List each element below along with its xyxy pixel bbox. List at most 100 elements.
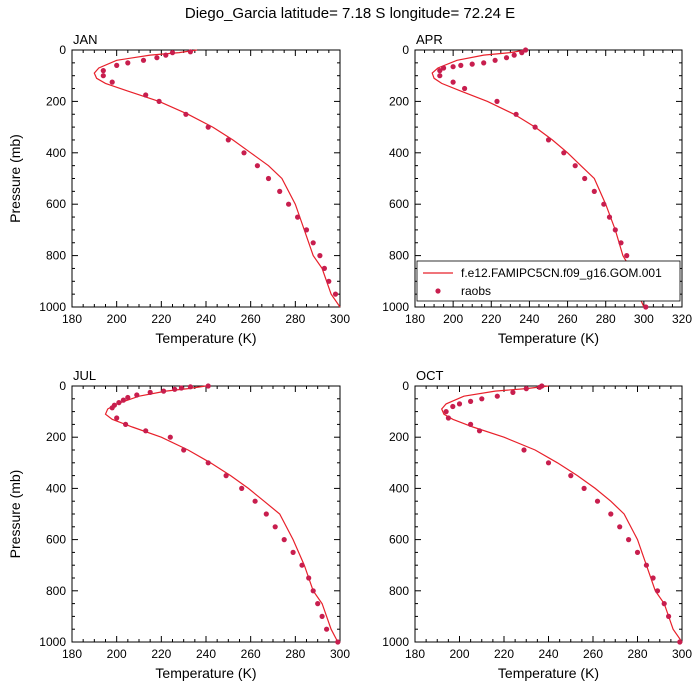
- raobs-point: [161, 388, 167, 394]
- raobs-point: [503, 55, 510, 61]
- raobs-point: [618, 240, 624, 246]
- raobs-point: [143, 92, 149, 98]
- raobs-point: [315, 601, 321, 607]
- legend-model-label: f.e12.FAMIPC5CN.f09_g16.GOM.001: [461, 266, 662, 280]
- raobs-point: [167, 434, 173, 440]
- raobs-point: [650, 575, 656, 581]
- x-tick-label: 280: [285, 312, 305, 326]
- raobs-point: [492, 57, 498, 63]
- raobs-point: [100, 73, 106, 79]
- raobs-point: [612, 227, 618, 233]
- model-line: [104, 385, 339, 643]
- x-tick-label: 180: [405, 647, 425, 661]
- raobs-point: [545, 460, 552, 466]
- raobs-point: [163, 52, 169, 58]
- x-tick-label: 260: [241, 312, 261, 326]
- raobs-point: [441, 65, 447, 71]
- raobs-point: [225, 137, 231, 143]
- raobs-point: [241, 150, 247, 156]
- plot-frame: [71, 49, 341, 308]
- raobs-point: [125, 394, 131, 401]
- x-tick-label: 180: [62, 312, 82, 326]
- raobs-point: [187, 49, 193, 55]
- raobs-point: [450, 403, 456, 410]
- plot-frame: [71, 385, 341, 643]
- panel-apr: 180 200 220 240 260 280 300 320 0 200 400 600 800 100…: [382, 32, 692, 346]
- x-tick-label: 220: [494, 647, 514, 661]
- y-tick-label: 0: [402, 43, 409, 57]
- x-axis-title: Temperature (K): [498, 665, 599, 681]
- raobs-point: [303, 227, 310, 233]
- raobs-point: [469, 61, 475, 67]
- raobs-point: [156, 98, 162, 104]
- raobs-point: [205, 460, 211, 466]
- y-tick-label: 400: [46, 146, 66, 160]
- legend-marker-swatch: [435, 288, 441, 294]
- y-tick-label: 800: [46, 249, 66, 263]
- raobs-point: [281, 537, 287, 543]
- panel-jan: 180 200 220 240 260 280 300 0 200 400 600 800 1000 JA…: [7, 32, 350, 346]
- raobs-point: [116, 400, 122, 406]
- y-tick-label: 1000: [39, 635, 66, 649]
- y-tick-label: 0: [402, 379, 409, 393]
- raobs-point: [476, 428, 483, 434]
- x-tick-label: 240: [519, 312, 539, 326]
- x-tick-label: 260: [583, 647, 603, 661]
- y-tick-label: 600: [389, 533, 409, 547]
- x-tick-label: 280: [285, 647, 305, 661]
- raobs-point: [223, 473, 229, 479]
- x-tick-label: 320: [672, 312, 692, 326]
- raobs-point: [450, 79, 456, 85]
- raobs-point: [154, 55, 160, 61]
- raobs-point: [310, 240, 316, 246]
- y-axis-title: Pressure (mb): [7, 134, 23, 223]
- model-line: [93, 49, 341, 308]
- plot-frame: [414, 385, 683, 643]
- raobs-point: [437, 68, 443, 74]
- x-tick-label: 280: [596, 312, 616, 326]
- x-tick-label: 200: [443, 312, 463, 326]
- raobs-point: [626, 537, 632, 543]
- raobs-point: [479, 396, 485, 402]
- y-tick-label: 400: [389, 146, 409, 160]
- raobs-point: [582, 175, 588, 182]
- raobs-point: [537, 384, 543, 390]
- y-tick-label: 200: [46, 94, 66, 108]
- panel-jul: 180 200 220 240 260 280 300 0 200 400 600 800 1000 JU…: [7, 368, 350, 681]
- raobs-point: [310, 588, 316, 594]
- x-tick-label: 180: [62, 647, 82, 661]
- y-tick-label: 1000: [382, 635, 409, 649]
- raobs-point: [581, 485, 587, 491]
- x-tick-label: 260: [241, 647, 261, 661]
- raobs-point: [324, 626, 330, 632]
- panel-title: OCT: [416, 368, 444, 383]
- raobs-point: [594, 498, 601, 504]
- raobs-point: [114, 415, 120, 421]
- raobs-point: [265, 175, 272, 182]
- raobs-point: [134, 392, 140, 398]
- y-tick-label: 1000: [39, 300, 66, 314]
- x-axis-title: Temperature (K): [155, 330, 256, 346]
- raobs-point: [277, 188, 283, 194]
- raobs-point: [468, 398, 474, 404]
- x-tick-label: 200: [107, 312, 127, 326]
- y-tick-label: 0: [59, 379, 66, 393]
- model-line: [441, 385, 683, 643]
- raobs-point: [561, 150, 567, 156]
- raobs-point: [143, 428, 149, 434]
- x-tick-label: 300: [330, 647, 350, 661]
- raobs-point: [187, 384, 193, 390]
- panel-title: JAN: [73, 32, 98, 47]
- raobs-point: [511, 52, 517, 58]
- raobs-point: [654, 588, 661, 594]
- raobs-point: [532, 124, 538, 130]
- raobs-point: [290, 549, 296, 556]
- raobs-point: [335, 639, 341, 645]
- x-tick-label: 220: [151, 647, 171, 661]
- x-tick-label: 300: [330, 312, 350, 326]
- x-tick-label: 180: [405, 312, 425, 326]
- y-tick-label: 800: [46, 584, 66, 598]
- raobs-point: [523, 47, 529, 53]
